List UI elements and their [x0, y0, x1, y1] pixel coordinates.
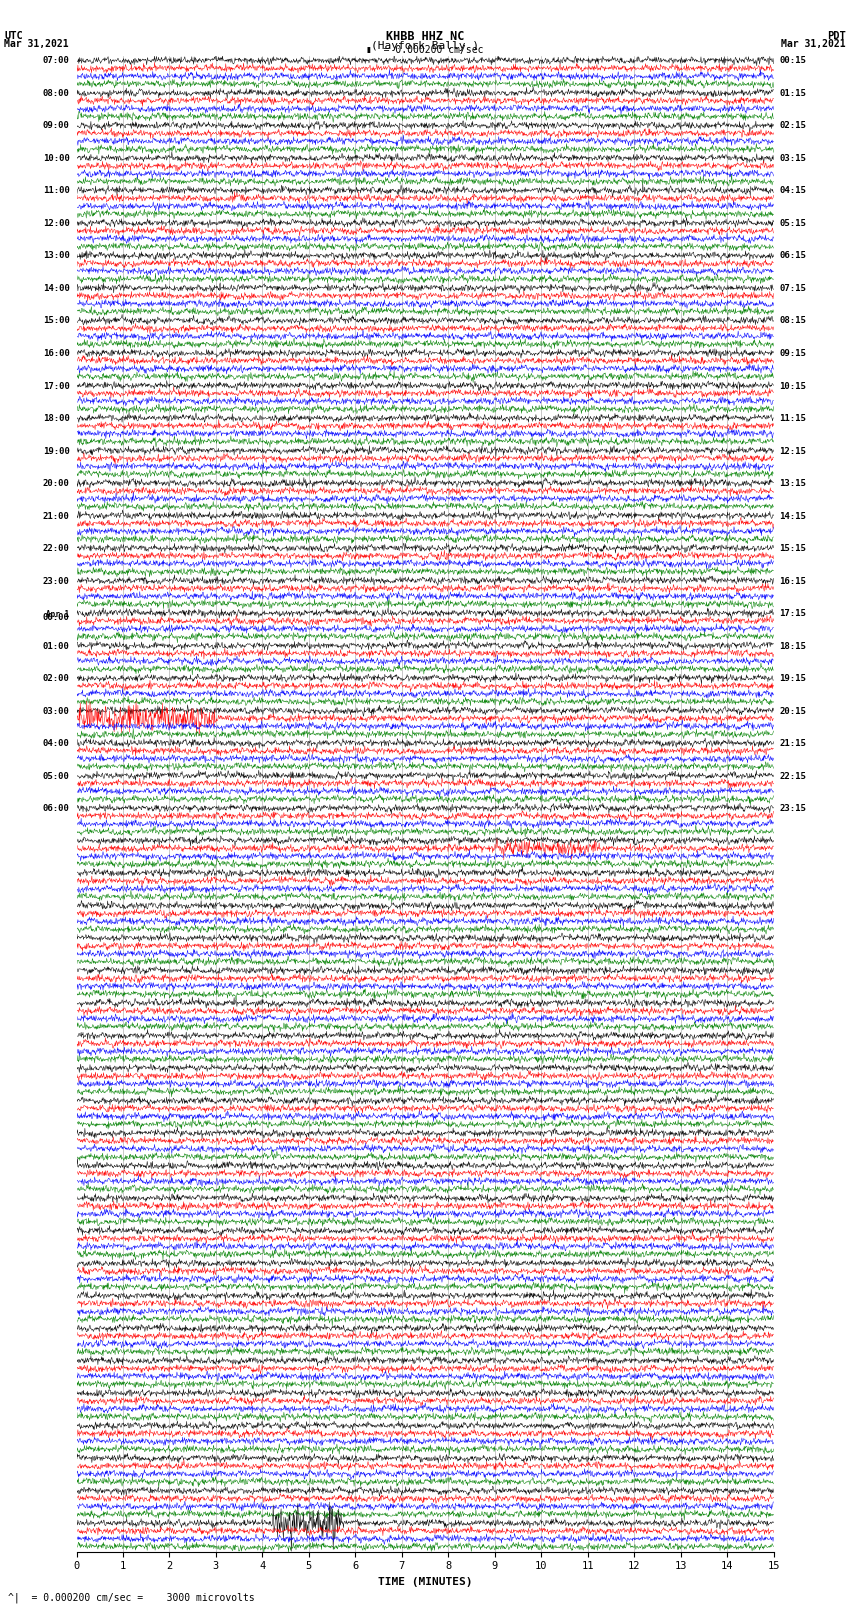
Text: Mar 31,2021: Mar 31,2021: [4, 39, 69, 50]
Text: 20:00: 20:00: [42, 479, 70, 489]
Text: 09:15: 09:15: [779, 348, 806, 358]
Text: 15:15: 15:15: [779, 544, 806, 553]
Text: 19:15: 19:15: [779, 674, 806, 682]
Text: 04:15: 04:15: [779, 187, 806, 195]
Text: 03:15: 03:15: [779, 153, 806, 163]
Text: 07:00: 07:00: [42, 56, 70, 66]
Text: 01:00: 01:00: [42, 642, 70, 650]
Text: 01:15: 01:15: [779, 89, 806, 98]
Text: 21:15: 21:15: [779, 739, 806, 748]
Text: 13:15: 13:15: [779, 479, 806, 489]
Text: 12:00: 12:00: [42, 219, 70, 227]
Text: 06:15: 06:15: [779, 252, 806, 260]
Text: ^|  = 0.000200 cm/sec =    3000 microvolts: ^| = 0.000200 cm/sec = 3000 microvolts: [8, 1592, 255, 1603]
X-axis label: TIME (MINUTES): TIME (MINUTES): [377, 1578, 473, 1587]
Text: 06:00: 06:00: [42, 805, 70, 813]
Text: 02:00: 02:00: [42, 674, 70, 682]
Text: 17:15: 17:15: [779, 610, 806, 618]
Text: 15:00: 15:00: [42, 316, 70, 326]
Text: (Hayfork Bally ): (Hayfork Bally ): [371, 40, 479, 50]
Text: 13:00: 13:00: [42, 252, 70, 260]
Text: 10:00: 10:00: [42, 153, 70, 163]
Text: 08:00: 08:00: [42, 89, 70, 98]
Text: 17:00: 17:00: [42, 382, 70, 390]
Text: 00:15: 00:15: [779, 56, 806, 66]
Text: 21:00: 21:00: [42, 511, 70, 521]
Text: 18:15: 18:15: [779, 642, 806, 650]
Text: Mar 31,2021: Mar 31,2021: [781, 39, 846, 50]
Text: 10:15: 10:15: [779, 382, 806, 390]
Text: 05:15: 05:15: [779, 219, 806, 227]
Text: 09:00: 09:00: [42, 121, 70, 131]
Text: Apr 1: Apr 1: [47, 610, 70, 619]
Text: 03:00: 03:00: [42, 706, 70, 716]
Text: 22:00: 22:00: [42, 544, 70, 553]
Text: 16:15: 16:15: [779, 576, 806, 586]
Text: 23:15: 23:15: [779, 805, 806, 813]
Text: 11:00: 11:00: [42, 187, 70, 195]
Text: 02:15: 02:15: [779, 121, 806, 131]
Text: 11:15: 11:15: [779, 415, 806, 423]
Text: 23:00: 23:00: [42, 576, 70, 586]
Text: 19:00: 19:00: [42, 447, 70, 455]
Text: 07:15: 07:15: [779, 284, 806, 294]
Text: 08:15: 08:15: [779, 316, 806, 326]
Text: 00:00: 00:00: [42, 613, 70, 623]
Text: 14:15: 14:15: [779, 511, 806, 521]
Text: 16:00: 16:00: [42, 348, 70, 358]
Text: 14:00: 14:00: [42, 284, 70, 294]
Text: ▮  = 0.000200 cm/sec: ▮ = 0.000200 cm/sec: [366, 45, 484, 55]
Text: 22:15: 22:15: [779, 771, 806, 781]
Text: 20:15: 20:15: [779, 706, 806, 716]
Text: PDT: PDT: [827, 31, 846, 40]
Text: 12:15: 12:15: [779, 447, 806, 455]
Text: 05:00: 05:00: [42, 771, 70, 781]
Text: KHBB HHZ NC: KHBB HHZ NC: [386, 29, 464, 44]
Text: 04:00: 04:00: [42, 739, 70, 748]
Text: 18:00: 18:00: [42, 415, 70, 423]
Text: UTC: UTC: [4, 31, 23, 40]
